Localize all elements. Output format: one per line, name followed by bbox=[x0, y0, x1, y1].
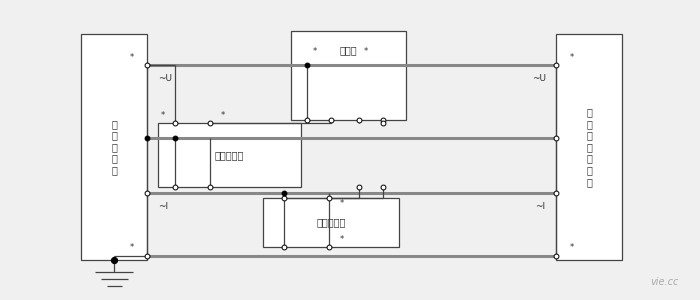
Text: *: * bbox=[130, 243, 134, 252]
Text: 相位计: 相位计 bbox=[340, 45, 357, 55]
Bar bbox=[158, 123, 301, 187]
Text: vie.cc: vie.cc bbox=[650, 278, 678, 287]
Text: 电阻分流器: 电阻分流器 bbox=[316, 218, 346, 227]
Text: 功
率
信
号
源: 功 率 信 号 源 bbox=[111, 119, 117, 175]
Text: *: * bbox=[130, 53, 134, 62]
Text: ~I: ~I bbox=[536, 202, 545, 211]
Bar bbox=[290, 31, 406, 120]
Text: *: * bbox=[312, 47, 316, 56]
Text: *: * bbox=[569, 243, 573, 252]
Text: *: * bbox=[340, 199, 344, 208]
Text: *: * bbox=[160, 111, 165, 120]
Bar bbox=[81, 34, 148, 260]
Text: 变
频
电
量
分
析
仪: 变 频 电 量 分 析 仪 bbox=[587, 107, 592, 187]
Text: 电阻分压器: 电阻分压器 bbox=[215, 150, 244, 160]
Text: *: * bbox=[220, 111, 225, 120]
Text: *: * bbox=[340, 235, 344, 244]
Text: ~U: ~U bbox=[531, 74, 545, 83]
Bar bbox=[556, 34, 622, 260]
Text: *: * bbox=[569, 53, 573, 62]
Text: ~U: ~U bbox=[158, 74, 172, 83]
Text: ~I: ~I bbox=[158, 202, 168, 211]
Bar bbox=[262, 198, 399, 247]
Text: *: * bbox=[364, 47, 368, 56]
